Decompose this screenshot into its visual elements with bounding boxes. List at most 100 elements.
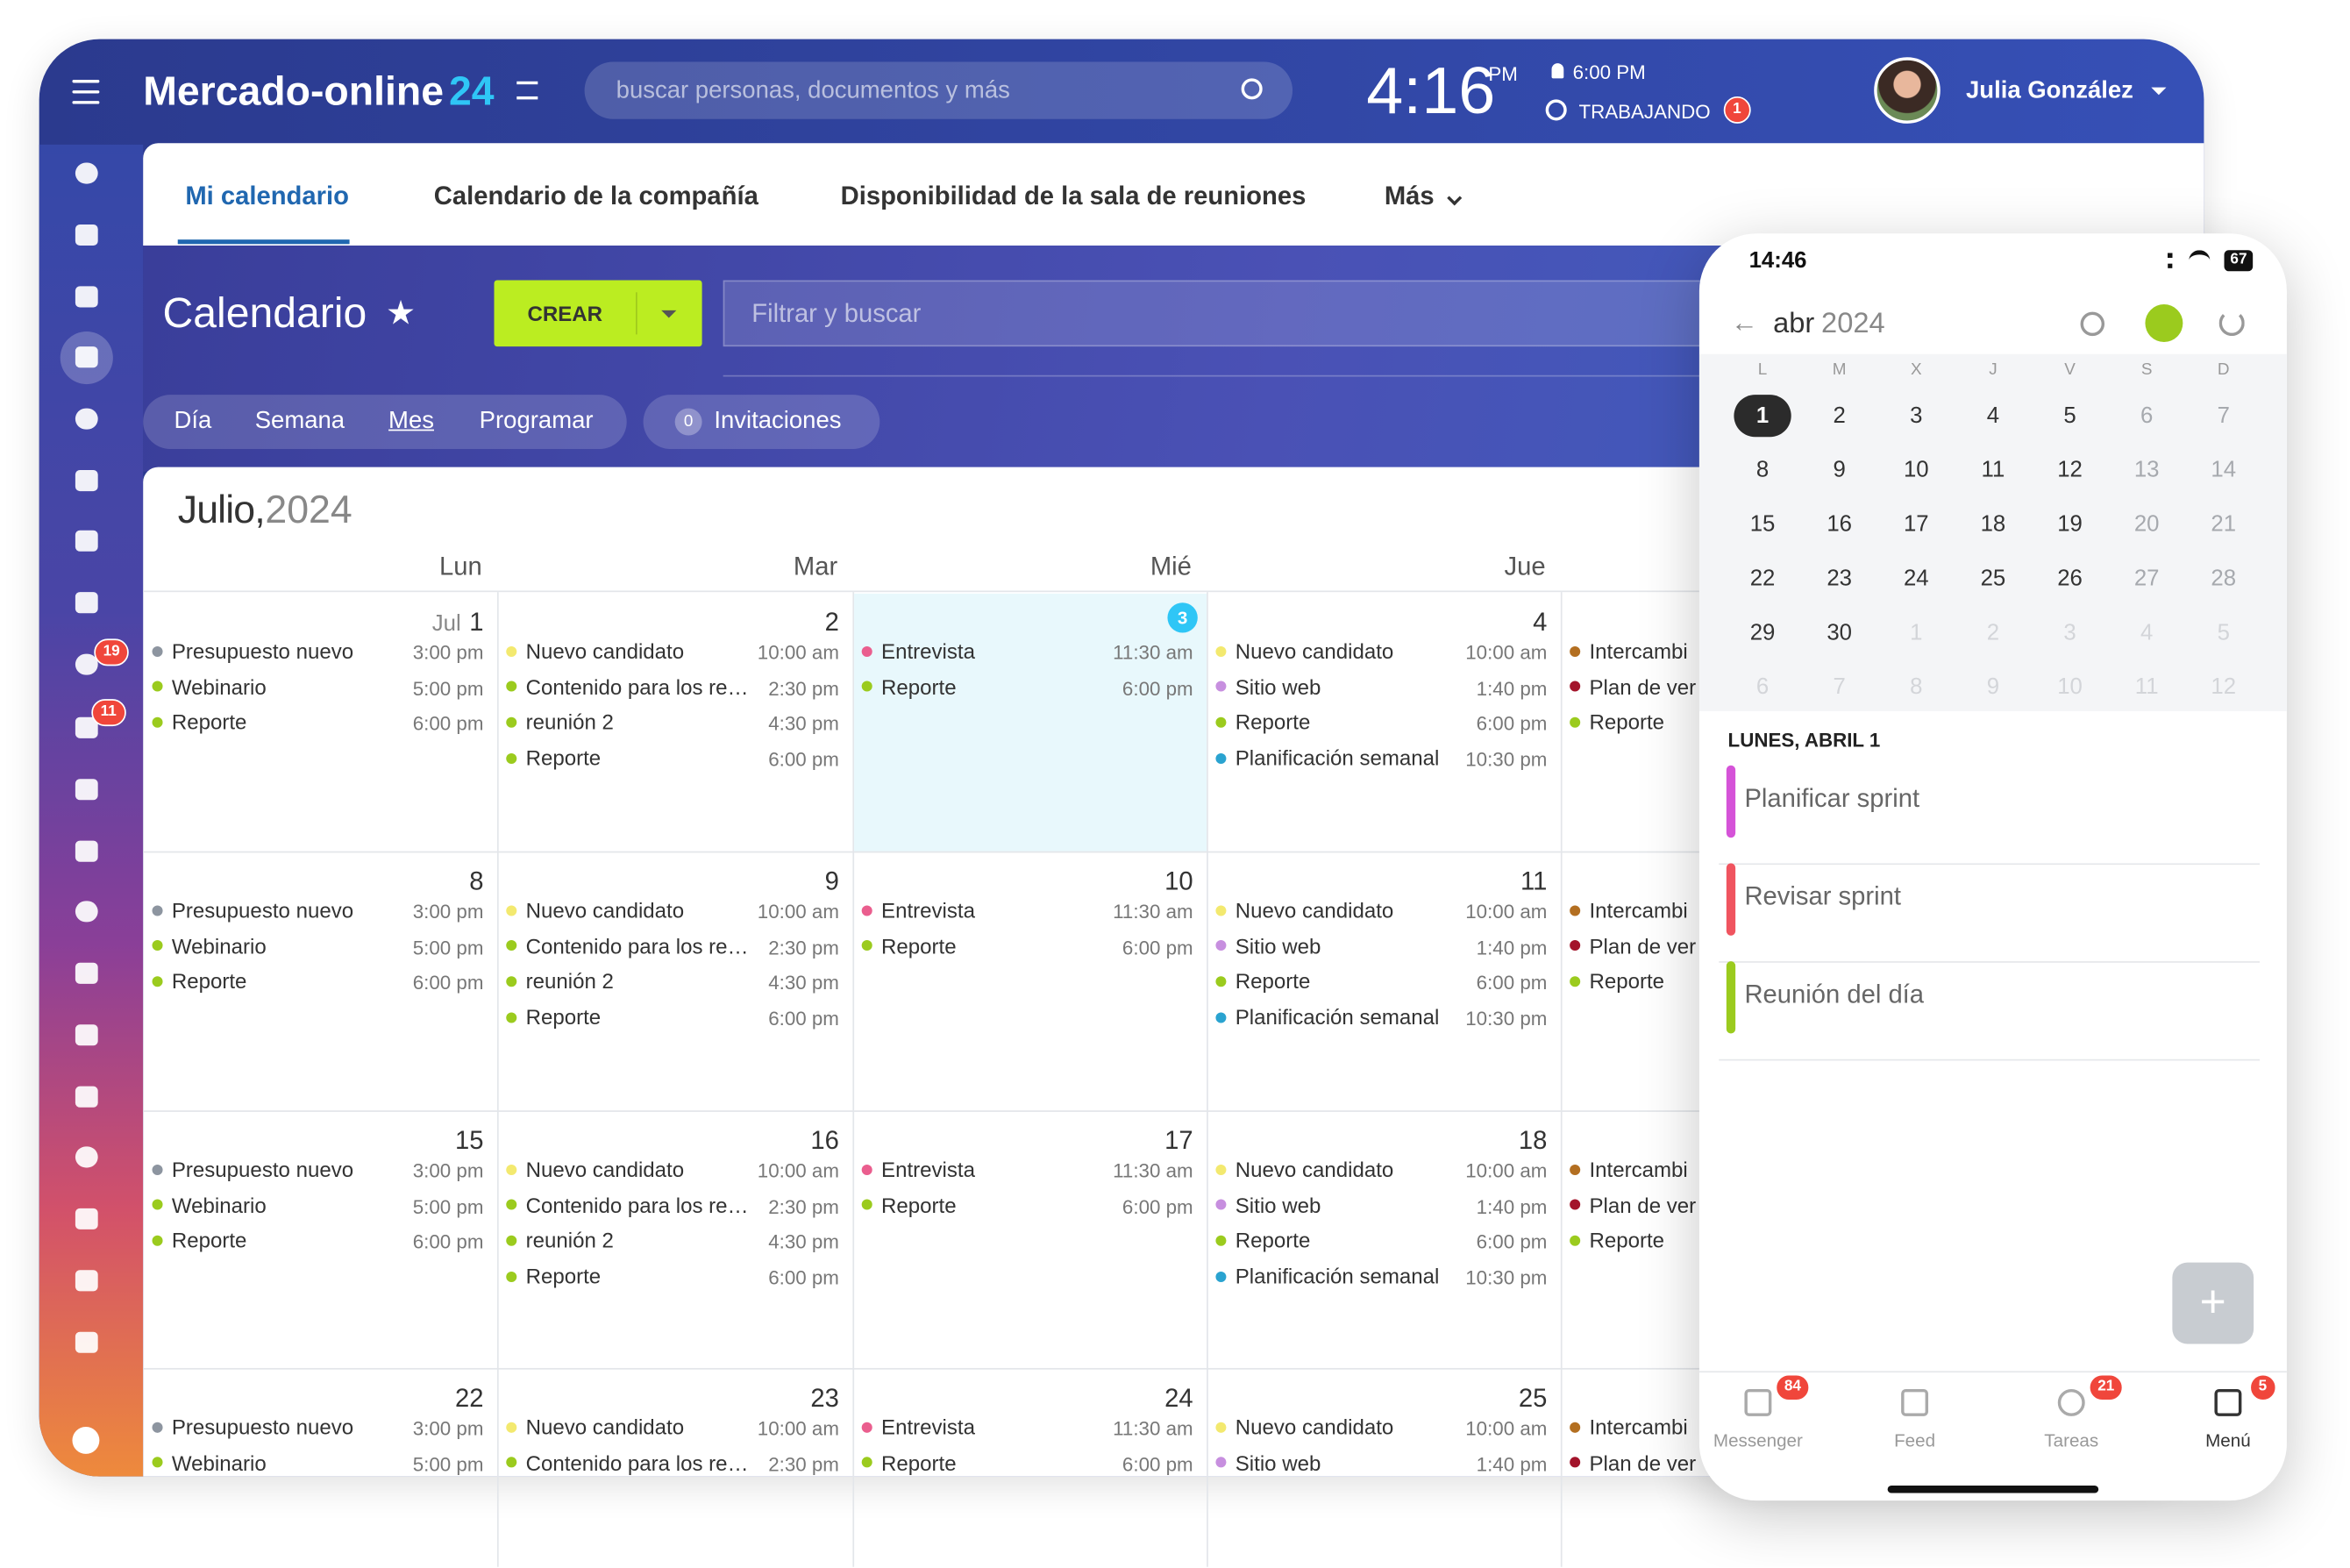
date-number[interactable]: 4 [1533, 608, 1548, 637]
phone-day[interactable]: 26 [2057, 566, 2083, 592]
event-name[interactable]: Sitio web [1235, 933, 1321, 959]
phone-day[interactable]: 4 [1986, 403, 2000, 429]
event-name[interactable]: reunión 2 [525, 709, 614, 735]
phone-day[interactable]: 28 [2211, 566, 2237, 592]
event-name[interactable]: Nuevo candidato [525, 1157, 685, 1181]
search-icon[interactable] [1241, 78, 1263, 100]
sidebar-icon[interactable] [75, 901, 98, 923]
event-name[interactable]: Entrevista [881, 1415, 975, 1439]
sidebar-icon[interactable] [75, 779, 98, 801]
date-number[interactable]: 24 [1164, 1383, 1193, 1413]
event-name[interactable]: Nuevo candidato [1235, 1415, 1394, 1439]
sync-icon[interactable] [2145, 304, 2183, 342]
event-name[interactable]: Entrevista [881, 638, 975, 663]
phone-day[interactable]: 14 [2211, 457, 2237, 483]
event-name[interactable]: Reporte [881, 674, 957, 699]
event-name[interactable]: Reporte [1589, 969, 1665, 994]
sidebar-icon[interactable] [75, 962, 98, 984]
event-name[interactable]: Entrevista [881, 1157, 975, 1181]
phone-day[interactable]: 15 [1749, 511, 1776, 538]
event-name[interactable]: Contenido para los re… [525, 1193, 749, 1217]
tab[interactable]: Más [1384, 182, 1435, 210]
event-name[interactable]: Intercambi [1589, 1415, 1688, 1439]
date-number[interactable]: 10 [1164, 866, 1193, 896]
event-name[interactable]: Sitio web [1235, 674, 1321, 699]
event-name[interactable]: Reporte [525, 745, 602, 771]
phone-day[interactable]: 8 [1755, 457, 1770, 483]
event-name[interactable]: Sitio web [1235, 1193, 1321, 1217]
sidebar-icon[interactable] [75, 1146, 98, 1168]
event-name[interactable]: Reporte [1235, 969, 1311, 994]
phone-day[interactable]: 30 [1827, 619, 1853, 646]
help-icon[interactable] [72, 1426, 100, 1454]
phone-day[interactable]: 18 [1980, 511, 2006, 538]
date-number[interactable]: 15 [454, 1126, 484, 1155]
menu-icon[interactable] [72, 90, 100, 94]
date-number[interactable]: 1 [469, 608, 484, 637]
event-name[interactable]: Webinario [171, 674, 267, 699]
phone-day[interactable]: 7 [1833, 674, 1846, 701]
phone-day[interactable]: 1 [1910, 619, 1923, 646]
sidebar-icon[interactable] [75, 1331, 98, 1353]
date-number[interactable]: 2 [824, 608, 839, 637]
view-option[interactable]: Semana [254, 408, 345, 434]
sidebar-icon[interactable] [75, 286, 98, 308]
event-name[interactable]: Contenido para los re… [525, 674, 749, 699]
event-name[interactable]: Presupuesto nuevo [171, 1157, 354, 1181]
sidebar-icon[interactable] [75, 1086, 98, 1108]
add-button[interactable] [2172, 1262, 2254, 1344]
phone-day[interactable]: 22 [1749, 566, 1776, 592]
tab[interactable]: Calendario de la compañía [433, 182, 758, 210]
phone-event-title[interactable]: Planificar sprint [1744, 784, 1920, 813]
event-name[interactable]: Entrevista [881, 897, 975, 923]
event-name[interactable]: Plan de ver [1589, 674, 1697, 699]
nav-label[interactable]: Feed [1894, 1429, 1936, 1451]
favorite-star[interactable]: ★ [386, 294, 416, 331]
phone-day[interactable]: 10 [2057, 674, 2083, 701]
event-name[interactable]: Nuevo candidato [525, 638, 685, 663]
event-name[interactable]: reunión 2 [525, 969, 614, 994]
phone-day[interactable]: 19 [2057, 511, 2083, 538]
nav-label[interactable]: Menú [2205, 1429, 2251, 1451]
phone-day[interactable]: 10 [1903, 457, 1929, 483]
work-status[interactable]: TRABAJANDO [1578, 100, 1711, 124]
event-name[interactable]: Reporte [1235, 709, 1311, 735]
menu-icon[interactable] [72, 80, 100, 83]
phone-day[interactable]: 6 [2140, 403, 2154, 429]
phone-event-title[interactable]: Reunión del día [1744, 980, 1925, 1009]
event-name[interactable]: Reporte [881, 1193, 957, 1217]
user-name[interactable]: Julia González [1965, 78, 2133, 104]
avatar[interactable] [1874, 57, 1941, 124]
phone-day[interactable]: 4 [2140, 619, 2154, 646]
event-name[interactable]: Planificación semanal [1235, 1264, 1440, 1289]
view-option[interactable]: Día [174, 408, 212, 434]
event-name[interactable]: Reporte [171, 709, 247, 735]
event-name[interactable]: Intercambi [1589, 1157, 1688, 1181]
date-number[interactable]: 16 [810, 1126, 839, 1155]
phone-day[interactable]: 5 [2217, 619, 2230, 646]
phone-day[interactable]: 2 [1833, 403, 1846, 429]
phone-day[interactable]: 2 [1986, 619, 2000, 646]
phone-day[interactable]: 12 [2211, 674, 2237, 701]
nav-label[interactable]: Tareas [2044, 1429, 2099, 1451]
date-number[interactable]: 23 [810, 1383, 839, 1413]
create-label[interactable]: CREAR [527, 301, 603, 326]
event-name[interactable]: Plan de ver [1589, 1450, 1697, 1475]
refresh-icon[interactable] [2218, 310, 2245, 337]
date-number[interactable]: 25 [1518, 1383, 1548, 1413]
event-name[interactable]: Nuevo candidato [1235, 897, 1394, 923]
phone-day[interactable]: 11 [1981, 457, 2005, 483]
view-option[interactable]: Mes [388, 408, 434, 434]
event-name[interactable]: reunión 2 [525, 1228, 614, 1253]
nav-label[interactable]: Messenger [1713, 1429, 1803, 1451]
event-name[interactable]: Webinario [171, 933, 267, 959]
event-name[interactable]: Reporte [171, 969, 247, 994]
event-name[interactable]: Reporte [525, 1264, 602, 1289]
phone-day[interactable]: 24 [1903, 566, 1929, 592]
sidebar-icon[interactable] [75, 346, 98, 368]
event-name[interactable]: Plan de ver [1589, 1193, 1697, 1217]
phone-day[interactable]: 3 [2063, 619, 2076, 646]
sidebar-icon[interactable] [75, 162, 98, 184]
event-name[interactable]: Presupuesto nuevo [171, 638, 354, 663]
date-number[interactable]: 18 [1518, 1126, 1548, 1155]
